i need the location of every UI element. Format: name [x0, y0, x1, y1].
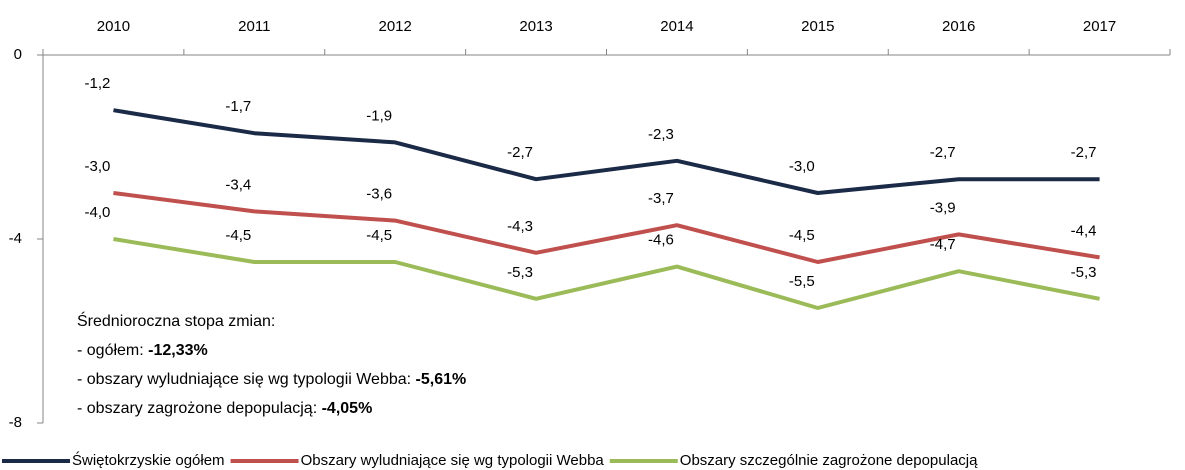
annotation-value: -4,05% [322, 400, 373, 417]
annotation-value: -12,33% [148, 342, 208, 359]
data-label: -4,5 [366, 227, 392, 244]
y-tick-label: -4 [9, 230, 22, 247]
x-tick-label: 2016 [942, 18, 975, 35]
data-label: -1,2 [85, 75, 111, 92]
series-line [113, 191, 1100, 264]
y-tick-label: 0 [14, 46, 22, 63]
x-tick-label: 2012 [379, 18, 412, 35]
annotation-value: -5,61% [416, 371, 467, 388]
legend-label: Obszary wyludniające się wg typologii We… [301, 452, 605, 469]
data-label: -3,7 [648, 190, 674, 207]
annotation: - obszary wyludniające się wg typologii … [77, 371, 466, 388]
x-tick-label: 2013 [519, 18, 552, 35]
x-tick-label: 2014 [660, 18, 693, 35]
x-tick-label: 2015 [801, 18, 834, 35]
legend-label: Obszary szczególnie zagrożone depopulacj… [680, 452, 978, 469]
annotation-text: - obszary wyludniające się wg typologii … [77, 371, 416, 388]
annotation-text: - obszary zagrożone depopulacją: [77, 400, 322, 417]
data-label: -3,0 [85, 158, 111, 175]
data-label: -2,7 [1071, 144, 1097, 161]
data-label: -4,7 [930, 236, 956, 253]
data-label: -4,3 [507, 218, 533, 235]
x-tick-label: 2011 [238, 18, 270, 35]
series-line [113, 237, 1100, 310]
data-label: -3,0 [789, 158, 815, 175]
data-label: -5,3 [1071, 264, 1097, 281]
data-label: -4,5 [225, 227, 251, 244]
data-label: -2,7 [930, 144, 956, 161]
data-label: -3,6 [366, 186, 392, 203]
data-label: -3,9 [930, 199, 956, 216]
data-label: -4,6 [648, 232, 674, 249]
data-label: -2,7 [507, 144, 533, 161]
y-tick-label: -8 [9, 414, 22, 431]
annotation-text: Średnioroczna stopa zmian: [77, 311, 275, 330]
data-label: -4,5 [789, 227, 815, 244]
series-line [113, 108, 1100, 195]
annotation-text: - ogółem: [77, 342, 148, 359]
data-label: -4,0 [85, 204, 111, 221]
annotation: - ogółem: -12,33% [77, 342, 208, 359]
data-label: -2,3 [648, 126, 674, 143]
data-label: -1,7 [225, 98, 251, 115]
annotation: Średnioroczna stopa zmian: [77, 311, 275, 330]
x-tick-label: 2017 [1083, 18, 1116, 35]
data-label: -5,3 [507, 264, 533, 281]
data-label: -1,9 [366, 107, 392, 124]
x-tick-label: 2010 [97, 18, 130, 35]
data-label: -5,5 [789, 273, 815, 290]
data-label: -3,4 [225, 176, 251, 193]
annotation: - obszary zagrożone depopulacją: -4,05% [77, 400, 372, 417]
legend-label: Świętokrzyskie ogółem [72, 451, 225, 469]
data-label: -4,4 [1071, 222, 1097, 239]
